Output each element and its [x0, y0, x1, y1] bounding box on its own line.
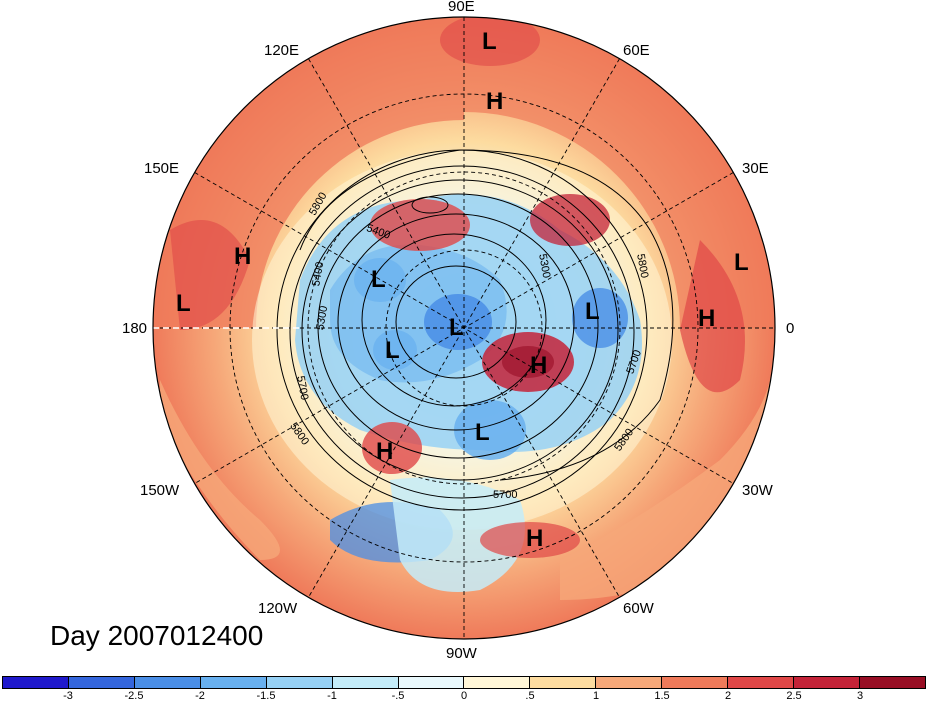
lon-label-120e: 120E — [264, 42, 300, 59]
colorbar — [2, 676, 926, 689]
lon-label-120w: 120W — [258, 600, 298, 617]
colorbar-segment — [266, 677, 333, 688]
high-center: H — [526, 525, 544, 552]
colorbar-segment — [662, 677, 729, 688]
lon-label-30e: 30E — [742, 160, 769, 177]
high-center: H — [486, 88, 504, 115]
lon-label-90e: 90E — [448, 0, 475, 15]
low-center: L — [385, 337, 400, 364]
lon-label-150w: 150W — [140, 482, 180, 499]
colorbar-tick-labels: -3 -2.5 -2 -1.5 -1 -.5 0 .5 1 1.5 2 2.5 3 — [0, 690, 928, 704]
colorbar-segment — [68, 677, 135, 688]
low-center: L — [371, 266, 386, 293]
high-center: H — [530, 352, 548, 379]
colorbar-segment — [859, 677, 925, 688]
low-center: L — [176, 290, 191, 317]
colorbar-tick-label: .5 — [525, 690, 535, 702]
map-boundary — [152, 16, 776, 640]
lon-label-150e: 150E — [144, 160, 180, 177]
colorbar-tick-label: -2.5 — [124, 690, 144, 702]
colorbar-segment — [3, 677, 69, 688]
colorbar-tick-label: 2.5 — [786, 690, 802, 702]
colorbar-tick-label: -.5 — [391, 690, 405, 702]
colorbar-segment — [530, 677, 597, 688]
colorbar-tick-label: -3 — [63, 690, 73, 702]
colorbar-segment — [134, 677, 201, 688]
colorbar-segment — [794, 677, 860, 688]
high-center: H — [376, 438, 394, 465]
colorbar-segment — [332, 677, 399, 688]
colorbar-segment — [398, 677, 465, 688]
colorbar-tick-label: 3 — [856, 690, 864, 702]
colorbar-tick-label: -2 — [195, 690, 205, 702]
colorbar-segment — [464, 677, 531, 688]
colorbar-tick-label: 0 — [460, 690, 468, 702]
colorbar-tick-label: 1 — [592, 690, 600, 702]
contour-label: 5700 — [493, 489, 518, 501]
lon-label-30w: 30W — [742, 482, 773, 499]
colorbar-segment — [596, 677, 663, 688]
colorbar-segment — [200, 677, 267, 688]
low-center: L — [482, 28, 497, 55]
low-center: L — [734, 249, 749, 276]
low-center: L — [475, 419, 490, 446]
colorbar-tick-label: -1 — [327, 690, 337, 702]
anomaly-field — [153, 17, 775, 639]
map-title: Day 2007012400 — [50, 620, 264, 651]
high-center: H — [698, 305, 716, 332]
lon-label-60w: 60W — [623, 600, 654, 617]
lon-label-90w: 90W — [446, 645, 477, 662]
colorbar-tick-label: 2 — [724, 690, 732, 702]
lon-label-0: 0 — [786, 320, 795, 337]
colorbar-segment — [728, 677, 795, 688]
graticule — [153, 17, 775, 639]
low-center: L — [449, 314, 464, 341]
colorbar-tick-label: 1.5 — [654, 690, 670, 702]
low-center: L — [585, 298, 600, 325]
lon-label-60e: 60E — [623, 42, 650, 59]
colorbar-tick-label: -1.5 — [256, 690, 276, 702]
height-contours — [276, 149, 674, 511]
lon-label-180: 180 — [122, 320, 148, 337]
high-center: H — [234, 243, 252, 270]
